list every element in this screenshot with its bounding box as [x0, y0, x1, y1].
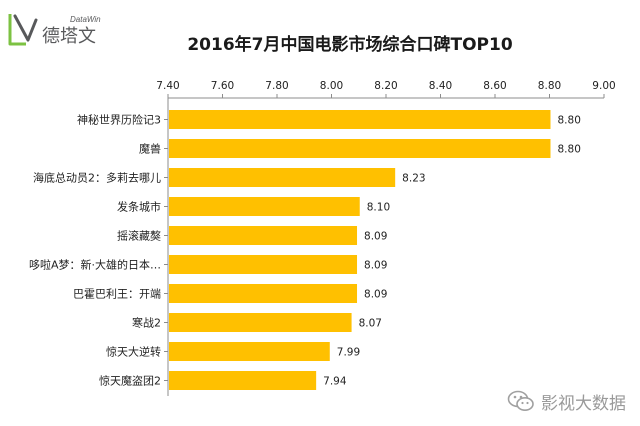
label-layer: 神秘世界历险记3 8.80 魔兽 8.80 海底总动员2：多莉去哪儿 8.23 发条城市 8.…	[29, 113, 581, 388]
value-label: 8.80	[558, 115, 581, 127]
value-label: 8.80	[558, 144, 581, 156]
bar-layer	[169, 110, 551, 390]
value-label: 8.07	[359, 318, 382, 330]
category-label: 发条城市	[117, 200, 161, 214]
category-label: 海底总动员2：多莉去哪儿	[33, 171, 161, 185]
x-tick-label: 8.60	[483, 80, 506, 92]
bar	[169, 139, 551, 158]
x-tick-label: 8.00	[320, 80, 343, 92]
category-label: 惊天大逆转	[106, 345, 161, 359]
value-label: 8.23	[402, 173, 425, 185]
value-label: 7.99	[337, 347, 360, 359]
axis-layer: 7.40 7.60 7.80 8.00 8.20 8.40 8.60 8.80 9.00	[156, 80, 616, 396]
bar	[169, 342, 330, 361]
watermark: 影视大数据	[507, 388, 626, 414]
datawin-mark-icon	[8, 14, 38, 46]
watermark-text: 影视大数据	[541, 393, 626, 414]
value-label: 8.09	[364, 231, 387, 243]
bar	[169, 168, 396, 187]
x-tick-label: 7.60	[211, 80, 234, 92]
category-label: 惊天魔盗团2	[99, 374, 161, 388]
bar	[169, 110, 551, 129]
wechat-icon	[507, 390, 534, 411]
x-tick-label: 7.80	[265, 80, 288, 92]
value-label: 8.09	[364, 289, 387, 301]
category-label: 哆啦A梦：新·大雄的日本…	[29, 258, 161, 272]
category-label: 神秘世界历险记3	[77, 113, 161, 127]
datawin-logo: DataWin 德塔文	[8, 14, 101, 47]
value-label: 8.09	[364, 260, 387, 272]
x-tick-label: 8.20	[374, 80, 397, 92]
bar	[169, 197, 360, 216]
brand-name: 德塔文	[42, 26, 96, 47]
category-label: 寒战2	[132, 316, 161, 330]
bar	[169, 371, 317, 390]
brand-subname: DataWin	[70, 15, 101, 24]
x-tick-label: 8.80	[538, 80, 561, 92]
x-tick-label: 7.40	[156, 80, 179, 92]
chart-title: 2016年7月中国电影市场综合口碑TOP10	[187, 34, 512, 55]
category-label: 摇滚藏獒	[117, 229, 161, 243]
x-tick-label: 9.00	[592, 80, 615, 92]
bar	[169, 284, 358, 303]
x-tick-label: 8.40	[429, 80, 452, 92]
value-label: 7.94	[323, 376, 347, 388]
bar	[169, 226, 358, 245]
value-label: 8.10	[367, 202, 390, 214]
bar	[169, 313, 352, 332]
category-label: 巴霍巴利王：开端	[73, 288, 161, 301]
bar	[169, 255, 358, 274]
category-label: 魔兽	[139, 142, 161, 156]
